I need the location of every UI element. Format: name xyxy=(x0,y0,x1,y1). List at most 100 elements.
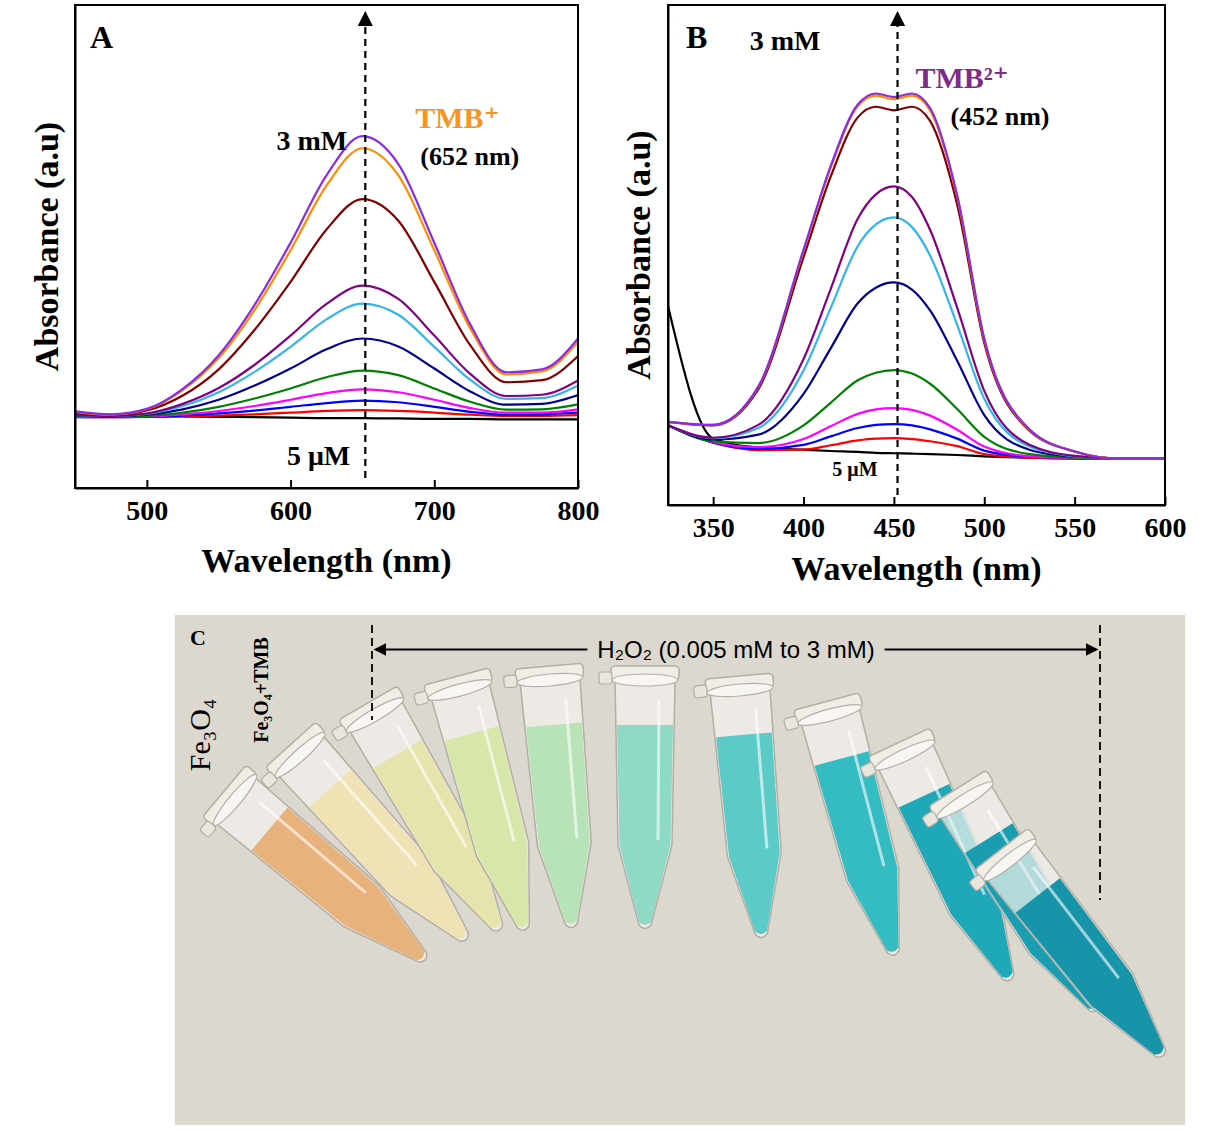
tube-body xyxy=(520,677,601,930)
x-axis-title: Wavelength (nm) xyxy=(201,542,451,580)
tube xyxy=(599,666,679,929)
x-tick-mark xyxy=(1165,497,1167,505)
y-axis xyxy=(668,6,669,506)
tube-body xyxy=(710,687,791,940)
tube-rim xyxy=(343,693,406,736)
tube-label: Fe₃O₄ xyxy=(183,699,216,772)
panel-letter: B xyxy=(686,19,707,55)
lines xyxy=(75,136,578,419)
x-tick-label: 700 xyxy=(414,495,456,526)
range-arrow-left xyxy=(376,649,587,651)
tube xyxy=(965,828,1190,1084)
y-axis-line xyxy=(75,6,77,489)
tube-rim xyxy=(612,674,678,686)
annotation: TMB⁺ xyxy=(415,101,499,134)
range-dash-left xyxy=(371,625,373,720)
tube xyxy=(693,673,796,941)
tube-hinge xyxy=(413,691,429,706)
x-tick-mark xyxy=(146,480,148,488)
x-tick: 350 xyxy=(693,497,735,543)
tube-rim xyxy=(427,676,494,705)
spectrum-line xyxy=(668,370,1165,458)
peak-arrow xyxy=(364,14,366,478)
spectrum-line xyxy=(75,304,578,416)
x-tick: 800 xyxy=(558,480,600,526)
x-tick-mark xyxy=(893,497,895,505)
tube xyxy=(857,728,1040,1000)
spectrum-line xyxy=(75,339,578,417)
tube-rim xyxy=(934,777,996,822)
x-axis-title: Wavelength (nm) xyxy=(791,550,1041,588)
annotation: (652 nm) xyxy=(420,142,519,171)
tube-hinge xyxy=(693,685,707,698)
x-tick-mark xyxy=(290,480,292,488)
spectrum-line xyxy=(668,424,1165,459)
x-tick: 600 xyxy=(270,480,312,526)
tube-highlight xyxy=(658,700,659,840)
tube-highlight xyxy=(755,709,768,849)
tube-lid xyxy=(975,828,1037,881)
tube-highlight xyxy=(565,699,578,839)
y-axis-title: Absorbance (a.u) xyxy=(620,130,658,379)
tube-body xyxy=(986,842,1186,1075)
range-arrow-right xyxy=(885,649,1096,651)
tube-body xyxy=(615,680,675,929)
panel-letter: A xyxy=(90,19,113,55)
x-tick: 550 xyxy=(1054,497,1096,543)
x-axis: 500 600 700 800 xyxy=(76,480,600,526)
x-tick: 450 xyxy=(873,497,915,543)
peak-arrow xyxy=(896,14,898,495)
x-tick-label: 550 xyxy=(1054,512,1096,543)
x-tick: 500 xyxy=(126,480,168,526)
spectrum-line xyxy=(668,107,1165,459)
spectrum-line xyxy=(75,136,578,414)
plot-frame xyxy=(75,5,578,488)
spectrum-line xyxy=(75,148,578,414)
tube-hinge xyxy=(331,725,348,742)
annotation: 3 mM xyxy=(277,125,348,156)
x-tick-label: 500 xyxy=(126,495,168,526)
range-label: H₂O₂ (0.005 mM to 3 mM) xyxy=(597,636,874,663)
x-tick-mark xyxy=(434,480,436,488)
tube-rim xyxy=(271,728,328,781)
panel-letter: C xyxy=(190,625,206,650)
x-tick-mark xyxy=(713,497,715,505)
tube-liquid xyxy=(526,722,599,926)
spectrum-line xyxy=(668,186,1165,458)
x-tick-label: 450 xyxy=(873,512,915,543)
tube-lid xyxy=(202,765,256,826)
tube-rim xyxy=(797,701,864,730)
x-tick: 500 xyxy=(964,497,1006,543)
spectrum-line xyxy=(668,96,1165,459)
panel-A: 500600700800Wavelength (nm)Absorbance (a… xyxy=(28,5,600,580)
x-tick-label: 800 xyxy=(558,495,600,526)
tube-hinge xyxy=(783,716,799,731)
tube-highlight xyxy=(478,706,515,841)
tube-label: Fe₃O₄+TMB xyxy=(250,637,272,743)
annotation: 3 mM xyxy=(750,25,821,56)
x-tick-mark xyxy=(803,497,805,505)
tube-rim xyxy=(873,736,938,775)
tube xyxy=(782,693,927,967)
spectrum-line xyxy=(668,306,1165,459)
lines xyxy=(668,93,1165,458)
tube-rim xyxy=(517,671,584,689)
x-tick-label: 600 xyxy=(1145,512,1187,543)
x-tick-mark xyxy=(1074,497,1076,505)
x-tick-mark xyxy=(984,497,986,505)
tube-rim xyxy=(209,771,261,829)
spectrum-line xyxy=(668,93,1165,458)
tube-lid xyxy=(265,722,325,778)
figure: 500 600 700 800 Wavelength (nm) Absorbance (a… xyxy=(0,0,1208,1133)
tube-hinge xyxy=(922,811,939,828)
x-tick-label: 350 xyxy=(693,512,735,543)
x-axis: 350 400 450 500 550 600 xyxy=(669,497,1187,543)
y-axis-line xyxy=(668,6,670,506)
photo-panel: C Fe₃O₄ Fe₃O₄+TMB H₂O₂ (0.005 mM to 3 mM) xyxy=(175,615,1190,1125)
annotation: TMB²⁺ xyxy=(916,61,1009,94)
tube-liquid xyxy=(617,725,673,925)
x-tick-label: 500 xyxy=(964,512,1006,543)
annotation: (452 nm) xyxy=(951,102,1050,131)
x-tick-label: 400 xyxy=(783,512,825,543)
tube-rim xyxy=(707,681,774,699)
